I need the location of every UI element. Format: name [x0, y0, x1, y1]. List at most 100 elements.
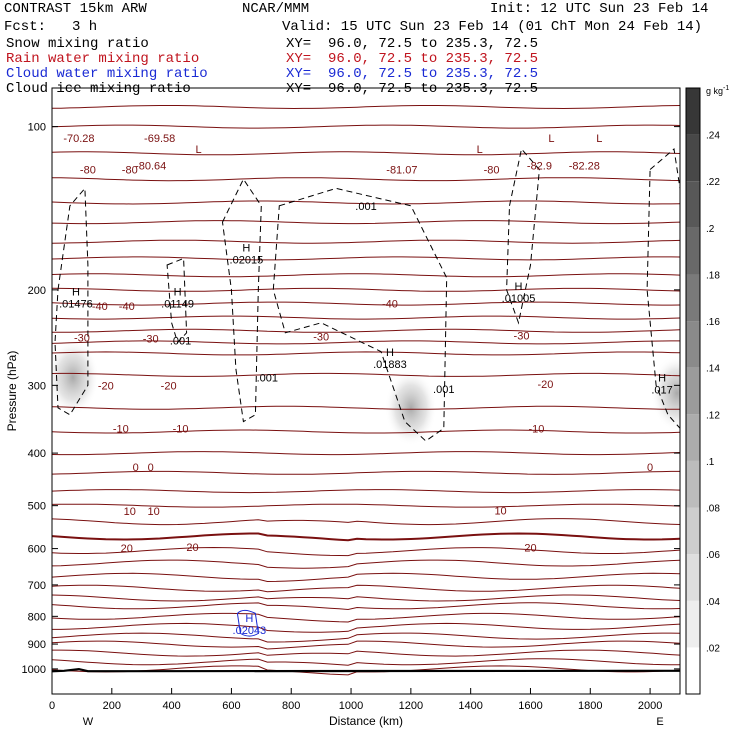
- temperature-contour: [52, 200, 680, 205]
- colorbar-swatch: [686, 460, 700, 508]
- temperature-label: -81.07: [386, 165, 417, 177]
- temperature-contour: [52, 559, 680, 569]
- snow-shading-blob: [384, 369, 437, 446]
- plot-frame: [51, 87, 681, 695]
- temperature-contour: [52, 13, 680, 16]
- snow-max-marker: H: [174, 287, 182, 299]
- cloud-water-max-value: .02043: [233, 625, 267, 637]
- colorbar-swatch: [686, 507, 700, 555]
- snow-max-value: .01476: [59, 299, 93, 311]
- fcst-value: 3 h: [72, 19, 98, 35]
- colorbar-tick-label: .2: [706, 224, 715, 235]
- colorbar-swatch: [686, 88, 700, 135]
- temperature-contour: [52, 372, 680, 377]
- temperature-label: -10: [529, 423, 545, 435]
- snow-contour-label: .001: [433, 384, 454, 396]
- colorbar-swatch: [686, 600, 700, 648]
- temperature-label: 10: [124, 506, 136, 518]
- field-cloudwater-xy: XY= 96.0, 72.5 to 235.3, 72.5: [286, 66, 539, 82]
- snow-shading-blob: [52, 339, 99, 416]
- temperature-contour: [52, 73, 680, 76]
- snow-ratio-contour: [54, 187, 89, 416]
- temperature-label: 10: [148, 506, 160, 518]
- y-tick-label: 700: [28, 580, 46, 592]
- temperature-label: 0: [647, 462, 653, 474]
- valid-time: Valid: 15 UTC Sun 23 Feb 14 (01 ChT Mon …: [282, 19, 703, 35]
- temperature-contour: [52, 632, 680, 643]
- y-tick-label: 900: [28, 639, 46, 651]
- snow-max-value: .017: [651, 384, 672, 396]
- temperature-contour: [52, 256, 680, 261]
- snow-max-marker: H: [242, 243, 250, 255]
- temperature-contour: [52, 340, 680, 345]
- colorbar-tick-label: .14: [706, 364, 720, 375]
- snow-ratio-contour: [166, 257, 188, 344]
- temperature-contour: [52, 584, 680, 593]
- low-marker: L: [596, 133, 602, 145]
- temperature-label: -40: [119, 301, 135, 313]
- y-tick-label: 600: [28, 544, 46, 556]
- x-tick-label: 2000: [638, 700, 662, 712]
- temperature-label: 0: [148, 462, 154, 474]
- colorbar-tick-label: .24: [706, 131, 720, 142]
- x-tick-label: 400: [162, 700, 180, 712]
- colorbar-swatch: [686, 227, 700, 275]
- snow-max-value: .01149: [161, 299, 194, 311]
- field-rain-name: Rain water mixing ratio: [6, 51, 200, 67]
- x-tick-label: 1000: [339, 700, 363, 712]
- snow-max-marker: H: [72, 287, 80, 299]
- field-snow-xy: XY= 96.0, 72.5 to 235.3, 72.5: [286, 36, 539, 52]
- colorbar-swatch: [686, 647, 700, 694]
- x-end-label-west: W: [83, 716, 94, 728]
- temperature-contour: [52, 287, 680, 292]
- colorbar-tick-label: .18: [706, 270, 720, 281]
- colorbar-swatch: [686, 554, 700, 601]
- x-tick-label: 1600: [518, 700, 542, 712]
- temperature-label: -20: [537, 379, 553, 391]
- temperature-label: -40: [92, 301, 108, 313]
- temperature-label: -40: [382, 299, 398, 311]
- y-tick-label: 400: [28, 448, 46, 460]
- x-end-label-east: E: [656, 716, 663, 728]
- y-tick-label: 200: [28, 285, 46, 297]
- ground-surface-line: [51, 667, 681, 673]
- init-time: Init: 12 UTC Sun 23 Feb 14: [490, 1, 709, 17]
- colorbar-tick-label: .1: [706, 457, 715, 468]
- temperature-contour: [52, 532, 680, 542]
- temperature-label: -20: [161, 380, 177, 392]
- temperature-label: 20: [121, 543, 133, 555]
- temperature-label: -10: [173, 423, 189, 435]
- colorbar-tick-label: .04: [706, 597, 720, 608]
- temperature-label: -10: [113, 423, 129, 435]
- fcst-label: Fcst:: [4, 19, 47, 35]
- field-cloudice-xy: XY= 96.0, 72.5 to 235.3, 72.5: [286, 81, 539, 97]
- snow-max-marker: H: [658, 372, 666, 384]
- temperature-contour: [52, 429, 680, 434]
- low-marker: L: [548, 133, 554, 145]
- temperature-label: -82.9: [527, 161, 552, 173]
- snow-ratio-contour: [506, 147, 540, 325]
- temperature-contour: [52, 239, 680, 244]
- temperature-label: -82.28: [569, 161, 600, 173]
- temperature-label: -30: [143, 334, 159, 346]
- colorbar-swatch: [686, 367, 700, 415]
- temperature-contour: [52, 470, 680, 475]
- temperature-contour: [52, 151, 680, 156]
- temperature-contour: [52, 546, 680, 557]
- org-label: NCAR/MMM: [242, 1, 310, 17]
- temperature-contour: [52, 572, 680, 583]
- snow-ratio-contour: [221, 178, 262, 423]
- temperature-label: -20: [98, 380, 114, 392]
- temperature-contour: [52, 658, 680, 666]
- cloud-water-max-marker: H: [245, 613, 253, 625]
- temperature-label: -69.58: [144, 133, 175, 145]
- colorbar-frame: [685, 87, 701, 695]
- temperature-contour: [52, 328, 680, 333]
- temperature-contour: [52, 124, 680, 129]
- temperature-contour: [52, 489, 680, 494]
- y-tick-label: 1000: [22, 664, 46, 676]
- temperature-label: 10: [494, 505, 506, 517]
- colorbar-swatch: [686, 321, 700, 368]
- low-marker: L: [195, 144, 201, 156]
